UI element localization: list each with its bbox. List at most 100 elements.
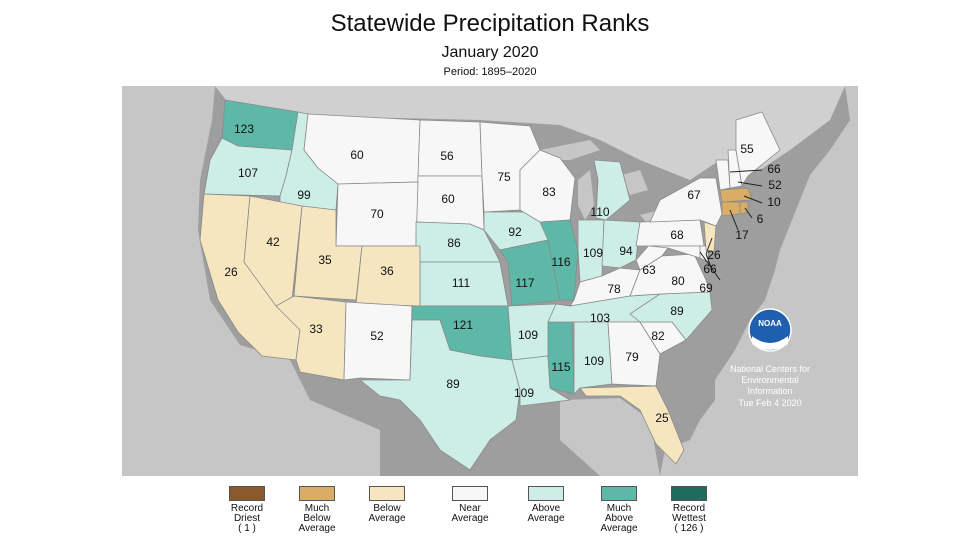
map-title: Statewide Precipitation Ranks xyxy=(330,10,650,37)
rank-label-tn: 103 xyxy=(590,311,610,325)
rank-label-nj: 26 xyxy=(707,248,721,262)
state-ri[interactable] xyxy=(739,201,749,215)
state-ny[interactable] xyxy=(649,177,723,227)
rank-label-ne: 86 xyxy=(447,236,461,250)
lake-michigan xyxy=(578,170,594,220)
legend-label: Above xyxy=(531,503,561,514)
atlantic-ocean xyxy=(660,86,858,476)
rank-label-in: 109 xyxy=(583,246,603,260)
noaa-badge: NOAA National Centers for Environmental … xyxy=(730,308,810,408)
legend-swatch xyxy=(601,486,637,501)
rank-label-mo: 117 xyxy=(515,276,534,290)
rank-label-al: 109 xyxy=(584,354,604,368)
rank-label-mt: 60 xyxy=(350,148,364,162)
legend-label: ( 126 ) xyxy=(674,523,704,534)
rank-label-or: 107 xyxy=(238,166,258,180)
rank-label-nh: 52 xyxy=(768,178,782,192)
legend-swatch xyxy=(452,486,488,501)
rank-label-ar: 109 xyxy=(518,328,538,342)
noaa-line-1: National Centers for xyxy=(730,364,810,374)
legend-label: Above xyxy=(604,513,634,524)
legend: Record Driest( 1 ) Much Below Average Below Av… xyxy=(0,486,980,546)
noaa-bird-icon xyxy=(752,336,788,350)
state-wv[interactable] xyxy=(635,243,669,271)
rank-label-wa: 123 xyxy=(234,122,254,136)
canada xyxy=(215,86,845,180)
noaa-logo-text: NOAA xyxy=(758,319,782,328)
noaa-date: Tue Feb 4 2020 xyxy=(738,398,801,408)
legend-label: ( 1 ) xyxy=(238,523,256,534)
state-mo[interactable] xyxy=(499,239,561,307)
state-wi[interactable] xyxy=(519,149,576,223)
state-ct[interactable] xyxy=(721,201,741,217)
legend-item: Record Driest( 1 ) xyxy=(212,486,282,534)
rank-label-ms: 115 xyxy=(551,360,570,374)
rank-label-ri: 6 xyxy=(757,212,764,226)
legend-label: Average xyxy=(451,513,489,524)
rank-label-nc: 89 xyxy=(670,304,684,318)
state-ms[interactable] xyxy=(547,321,575,395)
legend-item: Above Average xyxy=(511,486,581,524)
legend-label: Average xyxy=(368,513,406,524)
state-va[interactable] xyxy=(629,253,711,297)
rank-label-nm: 52 xyxy=(370,329,384,343)
rank-label-ut: 35 xyxy=(318,253,332,267)
rank-label-sc: 82 xyxy=(651,329,665,343)
rank-label-ok: 121 xyxy=(453,318,473,332)
legend-item: Much Below Average xyxy=(282,486,352,534)
rank-label-mi: 110 xyxy=(590,205,609,219)
rank-label-oh: 94 xyxy=(619,244,633,258)
state-tx[interactable] xyxy=(359,319,521,471)
legend-label: Record xyxy=(672,503,706,514)
rank-label-nd: 56 xyxy=(440,149,454,163)
state-fl[interactable] xyxy=(579,385,685,465)
state-oh[interactable] xyxy=(601,219,641,269)
legend-label: Record xyxy=(230,503,264,514)
state-me[interactable] xyxy=(735,111,781,187)
legend-swatch xyxy=(671,486,707,501)
rank-label-tx: 89 xyxy=(446,377,460,391)
us-precipitation-map: 123 107 99 60 56 60 70 86 111 26 42 35 36 33 52 121 89 75… xyxy=(122,86,858,476)
leader-lines xyxy=(699,169,763,281)
legend-label: Average xyxy=(298,523,336,534)
legend-swatch xyxy=(369,486,405,501)
rank-label-ky: 78 xyxy=(607,282,621,296)
legend-label: Driest xyxy=(233,513,261,524)
legend-label: Average xyxy=(600,523,638,534)
noaa-logo xyxy=(749,309,791,351)
gulf-of-mexico xyxy=(560,398,660,476)
legend-item: Below Average xyxy=(352,486,422,524)
noaa-line-2: Environmental xyxy=(741,375,799,385)
rank-label-mn: 75 xyxy=(497,170,511,184)
rank-label-la: 109 xyxy=(514,386,534,400)
legend-item: Near Average xyxy=(435,486,505,524)
legend-label: Wettest xyxy=(672,513,706,524)
legend-label: Near xyxy=(459,503,481,514)
rank-label-ct: 17 xyxy=(735,228,749,242)
state-nm[interactable] xyxy=(343,301,413,381)
legend-swatch xyxy=(299,486,335,501)
legend-item: Much Above Average xyxy=(584,486,654,534)
rank-label-fl: 25 xyxy=(655,411,669,425)
rank-label-nv: 42 xyxy=(266,235,280,249)
state-nd[interactable] xyxy=(417,119,483,177)
lake-superior xyxy=(540,140,600,160)
rank-label-me: 55 xyxy=(740,142,754,156)
legend-item: Record Wettest( 126 ) xyxy=(654,486,724,534)
state-ga[interactable] xyxy=(607,321,661,387)
pacific-ocean xyxy=(122,86,380,476)
rank-label-va: 80 xyxy=(671,274,685,288)
rank-label-wi: 83 xyxy=(542,185,556,199)
rank-label-ga: 79 xyxy=(625,350,639,364)
rank-labels: 123 107 99 60 56 60 70 86 111 26 42 35 36 33 52 121 89 75… xyxy=(224,122,782,425)
state-ma[interactable] xyxy=(719,187,753,203)
legend-label: Below xyxy=(373,503,401,514)
noaa-line-3: Information xyxy=(747,386,792,396)
rank-label-wy: 70 xyxy=(370,207,384,221)
rank-label-ca: 26 xyxy=(224,265,238,279)
state-al[interactable] xyxy=(573,321,613,395)
rank-label-az: 33 xyxy=(309,322,323,336)
legend-label: Much xyxy=(304,503,330,514)
rank-label-ia: 92 xyxy=(508,225,522,239)
legend-label: Below xyxy=(303,513,331,524)
